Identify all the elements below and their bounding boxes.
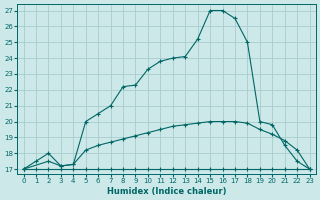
X-axis label: Humidex (Indice chaleur): Humidex (Indice chaleur) xyxy=(107,187,226,196)
